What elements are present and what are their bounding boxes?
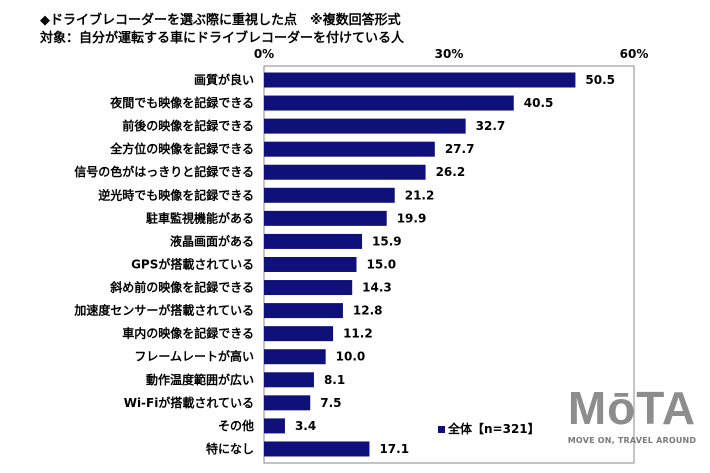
logo-tagline: MOVE ON, TRAVEL AROUND <box>567 436 697 445</box>
value-label: 7.5 <box>320 396 341 410</box>
x-tick-label: 60% <box>620 47 649 61</box>
mota-logo: MōTA MOVE ON, TRAVEL AROUND <box>558 384 706 446</box>
bar <box>264 280 353 296</box>
value-label: 26.2 <box>436 165 466 179</box>
x-tick-label: 30% <box>435 47 464 61</box>
bar <box>264 164 426 180</box>
category-label: その他 <box>218 418 254 433</box>
value-label: 15.9 <box>372 234 402 248</box>
category-label: 信号の色がはっきりと記録できる <box>74 164 254 179</box>
value-label: 11.2 <box>343 327 373 341</box>
value-label: 8.1 <box>324 373 345 387</box>
value-label: 14.3 <box>362 281 392 295</box>
category-label: Wi-Fiが搭載されている <box>124 395 254 410</box>
category-label: 駐車監視機能がある <box>146 210 254 225</box>
category-label: 車内の映像を記録できる <box>122 326 254 341</box>
value-label: 12.8 <box>353 304 383 318</box>
x-tick-label: 0% <box>254 47 274 61</box>
category-label: フレームレートが高い <box>134 349 254 364</box>
chart-subtitle: 対象：自分が運転する車にドライブレコーダーを付けている人 <box>40 31 405 46</box>
bar <box>264 187 395 203</box>
bar <box>264 326 334 342</box>
logo-wordmark: MōTA <box>567 382 697 434</box>
bar <box>264 303 343 319</box>
bar <box>264 72 576 88</box>
category-label: 特になし <box>206 441 254 456</box>
bar <box>264 118 466 134</box>
category-label: 画質が良い <box>194 72 254 87</box>
bar <box>264 256 357 272</box>
value-label: 32.7 <box>476 119 506 133</box>
value-label: 10.0 <box>336 350 366 364</box>
bar <box>264 233 363 249</box>
bar <box>264 349 326 365</box>
bar <box>264 418 285 434</box>
value-label: 27.7 <box>445 142 475 156</box>
value-label: 3.4 <box>295 419 316 433</box>
legend-swatch <box>438 426 445 433</box>
chart-title: ◆ドライブレコーダーを選ぶ際に重視した点 ※複数回答形式 <box>40 13 401 28</box>
bar <box>264 441 370 457</box>
bar <box>264 395 311 411</box>
category-label: 加速度センサーが搭載されている <box>73 303 254 318</box>
bar <box>264 141 435 157</box>
value-label: 19.9 <box>397 211 427 225</box>
category-label: 液晶画面がある <box>170 233 254 248</box>
category-label: GPSが搭載されている <box>131 256 254 271</box>
value-label: 40.5 <box>524 96 554 110</box>
category-label: 夜間でも映像を記録できる <box>109 95 254 110</box>
bar <box>264 95 514 111</box>
value-label: 15.0 <box>367 257 397 271</box>
category-label: 全方位の映像を記録できる <box>109 141 254 156</box>
legend-label: 全体【n=321】 <box>447 421 540 436</box>
category-label: 斜め前の映像を記録できる <box>109 280 254 295</box>
value-label: 17.1 <box>379 442 409 456</box>
value-label: 21.2 <box>405 188 435 202</box>
category-label: 動作温度範囲が広い <box>146 372 254 387</box>
category-label: 前後の映像を記録できる <box>122 118 254 133</box>
bar <box>264 210 387 226</box>
bar <box>264 372 314 388</box>
category-label: 逆光時でも映像を記録できる <box>98 187 254 202</box>
value-label: 50.5 <box>585 73 615 87</box>
